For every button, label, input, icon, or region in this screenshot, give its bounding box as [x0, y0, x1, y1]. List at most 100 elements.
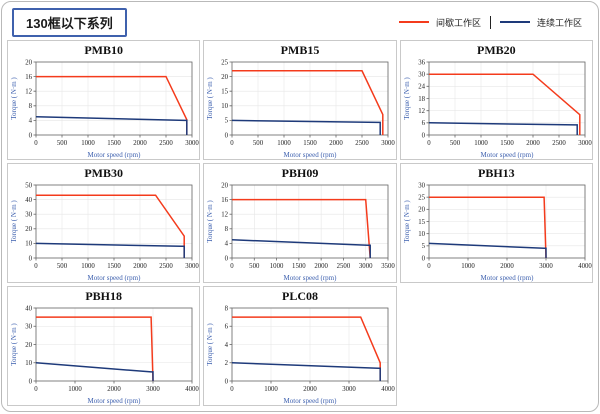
- svg-text:1000: 1000: [81, 263, 95, 270]
- svg-text:3000: 3000: [343, 386, 357, 393]
- chart-svg: 0 5 10 15 20 25 30 0 1000 2000 3000 4000 Motor speed…: [403, 182, 592, 282]
- svg-text:3000: 3000: [382, 140, 396, 147]
- chart-title: PBH18: [85, 289, 122, 303]
- svg-text:10: 10: [25, 241, 32, 248]
- svg-text:1000: 1000: [474, 140, 488, 147]
- svg-text:Torque ( N·m ): Torque ( N·m ): [10, 77, 18, 120]
- svg-text:2500: 2500: [552, 140, 566, 147]
- svg-text:20: 20: [25, 342, 32, 349]
- svg-text:30: 30: [25, 324, 32, 331]
- svg-text:1000: 1000: [81, 140, 95, 147]
- svg-text:2000: 2000: [304, 386, 318, 393]
- svg-text:2500: 2500: [356, 140, 370, 147]
- svg-text:Torque ( N·m ): Torque ( N·m ): [10, 323, 18, 366]
- svg-text:0: 0: [34, 263, 38, 270]
- svg-text:20: 20: [25, 59, 32, 66]
- header: 130框以下系列 间歇工作区 连续工作区: [2, 2, 598, 38]
- svg-text:12: 12: [418, 108, 425, 115]
- svg-text:4: 4: [225, 342, 229, 349]
- svg-text:Motor speed (rpm): Motor speed (rpm): [284, 397, 338, 405]
- svg-text:20: 20: [222, 182, 229, 189]
- chart-svg: 0 5 10 15 20 25 0 500 1000 1500 2000 2500 3000 Motor …: [206, 59, 396, 159]
- svg-text:2500: 2500: [159, 140, 173, 147]
- svg-text:4: 4: [225, 241, 229, 248]
- svg-text:30: 30: [25, 212, 32, 219]
- chart-card-pbh18: PBH18 0 10 20 30 40 0 1000 2000 3000 4000 Motor sp…: [7, 286, 201, 406]
- svg-text:2000: 2000: [526, 140, 540, 147]
- chart-svg: 0 10 20 30 40 0 1000 2000 3000 4000 Motor speed (r…: [10, 305, 199, 405]
- chart-plot: 0 10 20 30 40 50 0 500 1000 1500 2000 2500 3000 Motor…: [8, 180, 199, 282]
- svg-text:0: 0: [34, 386, 38, 393]
- svg-text:25: 25: [418, 194, 425, 201]
- chart-card-pbh09: PBH09 0 4 8 12 16 20 0 500 1000 1500 2000 2500 3000 3…: [203, 163, 397, 283]
- svg-text:2000: 2000: [330, 140, 344, 147]
- svg-text:8: 8: [29, 103, 33, 110]
- svg-text:30: 30: [418, 71, 425, 78]
- svg-text:2000: 2000: [500, 263, 514, 270]
- svg-text:2000: 2000: [133, 263, 147, 270]
- chart-svg: 0 4 8 12 16 20 0 500 1000 1500 2000 2500 3000 Motor s…: [10, 59, 199, 159]
- chart-card-pbh13: PBH13 0 5 10 15 20 25 30 0 1000 2000 3000 4000 Motor…: [399, 163, 593, 283]
- svg-text:Torque ( N·m ): Torque ( N·m ): [206, 200, 214, 243]
- svg-text:1500: 1500: [107, 263, 121, 270]
- svg-text:15: 15: [222, 89, 229, 96]
- svg-text:Torque ( N·m ): Torque ( N·m ): [403, 77, 411, 120]
- svg-text:Motor speed (rpm): Motor speed (rpm): [88, 397, 142, 405]
- svg-text:20: 20: [25, 226, 32, 233]
- svg-text:18: 18: [418, 96, 425, 103]
- chart-svg: 0 4 8 12 16 20 0 500 1000 1500 2000 2500 3000 3500 Mot…: [206, 182, 395, 282]
- svg-text:0: 0: [29, 132, 33, 139]
- svg-text:4000: 4000: [185, 386, 199, 393]
- legend-divider: [489, 15, 491, 29]
- chart-title: PMB15: [280, 43, 320, 57]
- svg-text:0: 0: [225, 132, 229, 139]
- svg-text:0: 0: [427, 140, 431, 147]
- chart-plot: 0 4 8 12 16 20 0 500 1000 1500 2000 2500 3000 3500 Mot…: [204, 180, 395, 282]
- svg-text:6: 6: [421, 120, 425, 127]
- svg-text:1000: 1000: [278, 140, 292, 147]
- svg-text:Motor speed (rpm): Motor speed (rpm): [480, 274, 534, 282]
- svg-text:0: 0: [421, 132, 425, 139]
- svg-text:36: 36: [418, 59, 425, 66]
- chart-title: PMB30: [84, 166, 123, 180]
- svg-text:0: 0: [427, 263, 431, 270]
- charts-grid: PMB10 0 4 8 12 16 20 0 500 1000 1500 2000 2500 3000 M…: [2, 38, 598, 411]
- svg-text:12: 12: [25, 89, 32, 96]
- svg-text:20: 20: [222, 74, 229, 81]
- svg-text:6: 6: [225, 324, 229, 331]
- svg-text:4000: 4000: [382, 386, 396, 393]
- svg-text:16: 16: [222, 197, 229, 204]
- svg-text:3000: 3000: [146, 386, 160, 393]
- svg-text:Motor speed (rpm): Motor speed (rpm): [88, 274, 142, 282]
- chart-svg: 0 2 4 6 8 0 1000 2000 3000 4000 Motor speed (rpm) T…: [206, 305, 396, 405]
- svg-text:Motor speed (rpm): Motor speed (rpm): [480, 151, 534, 159]
- legend-label-continuous: 连续工作区: [536, 17, 582, 28]
- svg-text:Motor speed (rpm): Motor speed (rpm): [88, 151, 142, 159]
- chart-plot: 0 6 12 18 24 30 36 0 500 1000 1500 2000 2500 3000 Moto…: [401, 57, 592, 159]
- chart-plot: 0 5 10 15 20 25 0 500 1000 1500 2000 2500 3000 Motor …: [204, 57, 395, 159]
- chart-card-pmb20: PMB20 0 6 12 18 24 30 36 0 500 1000 1500 2000 2500 30…: [399, 40, 593, 160]
- svg-text:15: 15: [418, 219, 425, 226]
- svg-text:50: 50: [25, 182, 32, 189]
- svg-text:24: 24: [418, 84, 425, 91]
- svg-text:2500: 2500: [337, 263, 351, 270]
- empty-cell: [399, 286, 593, 406]
- svg-text:12: 12: [222, 212, 229, 219]
- svg-text:4000: 4000: [578, 263, 592, 270]
- svg-text:0: 0: [231, 140, 235, 147]
- svg-text:30: 30: [418, 182, 425, 189]
- svg-text:25: 25: [222, 59, 229, 66]
- svg-text:20: 20: [418, 207, 425, 214]
- svg-text:4: 4: [29, 118, 33, 125]
- svg-text:1000: 1000: [461, 263, 475, 270]
- svg-text:8: 8: [225, 305, 229, 312]
- svg-text:0: 0: [231, 263, 235, 270]
- svg-text:2500: 2500: [159, 263, 173, 270]
- svg-text:40: 40: [25, 197, 32, 204]
- svg-text:1500: 1500: [292, 263, 306, 270]
- svg-text:3000: 3000: [185, 263, 199, 270]
- svg-text:3000: 3000: [578, 140, 592, 147]
- svg-text:500: 500: [253, 140, 264, 147]
- chart-card-pmb10: PMB10 0 4 8 12 16 20 0 500 1000 1500 2000 2500 3000 M…: [7, 40, 201, 160]
